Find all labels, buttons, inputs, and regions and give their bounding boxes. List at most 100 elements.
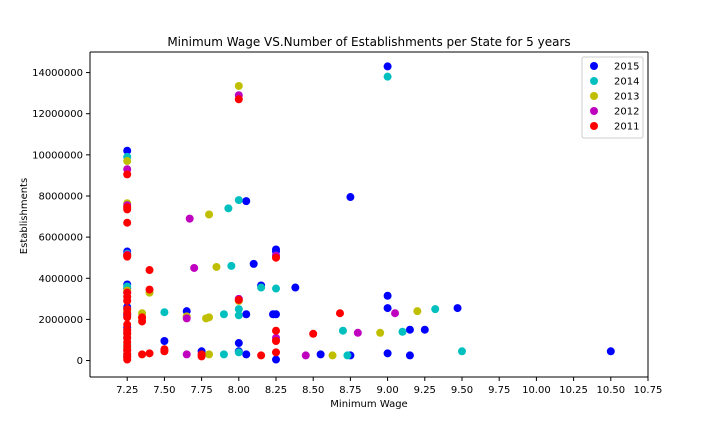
data-point xyxy=(458,347,466,356)
data-point xyxy=(272,355,280,364)
data-point xyxy=(353,328,362,337)
y-tick-label: 2000000 xyxy=(38,315,83,326)
data-point xyxy=(420,325,429,334)
data-point xyxy=(123,296,132,305)
data-point xyxy=(234,295,243,304)
data-point xyxy=(291,283,300,292)
data-point xyxy=(272,348,280,357)
data-point xyxy=(205,210,214,219)
data-point xyxy=(205,350,214,359)
data-point xyxy=(398,327,407,336)
legend-label: 2013 xyxy=(614,92,639,103)
data-point xyxy=(219,350,228,359)
data-point xyxy=(242,310,251,319)
plot-area xyxy=(89,51,649,378)
x-tick-label: 8.00 xyxy=(228,385,250,396)
data-point xyxy=(405,325,414,334)
legend-marker xyxy=(590,122,598,130)
data-point xyxy=(234,305,243,314)
data-point xyxy=(431,305,440,314)
data-point xyxy=(249,259,258,268)
data-point xyxy=(185,214,194,223)
y-axis: 0 2000000 4000000 6000000 8000000 10000000 120… xyxy=(32,68,90,367)
x-tick-label: 9.50 xyxy=(451,385,473,396)
data-point xyxy=(123,205,132,214)
data-point xyxy=(182,314,191,323)
data-point xyxy=(227,261,236,270)
data-point xyxy=(160,308,169,317)
x-tick-label: 7.25 xyxy=(116,385,138,396)
data-point xyxy=(123,252,132,261)
data-point xyxy=(182,350,191,359)
data-point xyxy=(138,317,147,326)
x-tick-label: 7.75 xyxy=(190,385,212,396)
data-point xyxy=(405,351,414,360)
legend-marker xyxy=(590,62,598,70)
x-tick-label: 10.25 xyxy=(559,385,588,396)
data-point xyxy=(234,95,243,104)
y-tick-label: 10000000 xyxy=(32,150,83,161)
data-point xyxy=(123,157,132,166)
data-point xyxy=(272,326,280,335)
x-tick-label: 8.75 xyxy=(339,385,361,396)
data-point xyxy=(328,351,337,360)
data-point xyxy=(309,329,318,338)
legend-marker xyxy=(590,107,598,115)
data-point xyxy=(242,350,251,359)
data-point xyxy=(335,309,344,318)
data-point xyxy=(224,204,233,213)
data-point xyxy=(257,283,266,292)
y-tick-label: 8000000 xyxy=(38,191,83,202)
x-tick-label: 9.00 xyxy=(376,385,398,396)
data-point xyxy=(205,313,214,322)
data-point xyxy=(606,347,615,356)
data-point xyxy=(383,304,392,313)
y-tick-label: 14000000 xyxy=(32,68,83,79)
y-tick-label: 0 xyxy=(77,356,83,367)
y-tick-label: 4000000 xyxy=(38,274,83,285)
data-point xyxy=(160,337,169,345)
data-point xyxy=(383,72,392,81)
legend-item: 2013 xyxy=(590,92,639,103)
data-point xyxy=(272,337,280,345)
chart-title: Minimum Wage VS.Number of Establishments… xyxy=(167,35,570,49)
data-point xyxy=(301,351,310,360)
x-tick-label: 7.50 xyxy=(153,385,175,396)
data-point xyxy=(145,285,154,294)
data-point xyxy=(391,309,400,318)
data-point xyxy=(242,197,251,206)
data-point xyxy=(123,313,132,322)
legend-marker xyxy=(590,92,598,100)
data-point xyxy=(413,307,422,316)
data-point xyxy=(272,253,280,262)
data-point xyxy=(145,349,154,358)
data-point xyxy=(123,355,132,364)
data-point xyxy=(257,351,266,360)
data-point xyxy=(234,348,243,357)
data-point xyxy=(145,266,154,275)
data-point xyxy=(376,328,385,337)
data-point xyxy=(234,196,243,205)
data-point xyxy=(138,350,147,359)
data-point xyxy=(453,304,462,313)
data-point xyxy=(383,291,392,300)
data-point xyxy=(160,347,169,356)
data-point xyxy=(190,263,199,272)
y-tick-label: 6000000 xyxy=(38,233,83,244)
legend: 2015 2014 2013 2012 2011 xyxy=(581,56,644,139)
data-point xyxy=(346,193,355,202)
data-point xyxy=(272,310,280,319)
data-point xyxy=(212,262,221,271)
data-point xyxy=(234,339,243,348)
legend-label: 2011 xyxy=(614,122,639,133)
legend-label: 2015 xyxy=(614,62,639,73)
x-tick-label: 9.75 xyxy=(488,385,510,396)
y-axis-label: Establishments xyxy=(19,178,30,254)
data-point xyxy=(338,326,347,335)
legend-item: 2012 xyxy=(590,107,639,118)
x-tick-label: 9.25 xyxy=(414,385,436,396)
y-tick-label: 12000000 xyxy=(32,109,83,120)
x-tick-label: 8.25 xyxy=(265,385,287,396)
data-point xyxy=(197,352,206,361)
